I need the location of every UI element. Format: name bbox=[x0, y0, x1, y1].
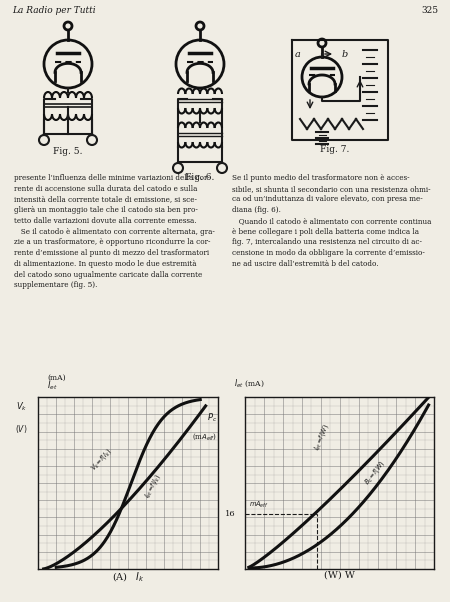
Text: Fig. 8.: Fig. 8. bbox=[70, 548, 100, 557]
Text: $V_k$: $V_k$ bbox=[16, 401, 27, 413]
Text: $(V)$: $(V)$ bbox=[15, 423, 27, 435]
Text: $P_c$: $P_c$ bbox=[207, 411, 217, 424]
X-axis label: (W) W: (W) W bbox=[324, 570, 355, 579]
Text: $I_{et}$ (mA): $I_{et}$ (mA) bbox=[234, 377, 264, 389]
X-axis label: (A)   $I_k$: (A) $I_k$ bbox=[112, 570, 145, 584]
Text: $I_{et}\!=\!f(I_k)$: $I_{et}\!=\!f(I_k)$ bbox=[143, 472, 164, 500]
Text: (m$A_{eff}$): (m$A_{eff}$) bbox=[192, 432, 217, 442]
Text: 325: 325 bbox=[421, 6, 438, 15]
Text: Fig. 9.: Fig. 9. bbox=[303, 548, 333, 557]
Text: $B_c\!=\!f(W)$: $B_c\!=\!f(W)$ bbox=[362, 458, 388, 486]
Text: $I_{et}\!=\!f(W)$: $I_{et}\!=\!f(W)$ bbox=[311, 423, 331, 452]
Text: 16: 16 bbox=[225, 510, 236, 518]
Text: Fig. 5.: Fig. 5. bbox=[53, 147, 83, 156]
Text: Se il punto medio del trasformatore non è acces-
sibile, si shunta il secondario: Se il punto medio del trasformatore non … bbox=[232, 174, 432, 268]
Text: $I_{et}$: $I_{et}$ bbox=[47, 380, 58, 392]
Text: a: a bbox=[295, 50, 301, 59]
Text: b: b bbox=[342, 50, 348, 59]
Text: (mA): (mA) bbox=[47, 374, 66, 382]
Text: Fig. 6.: Fig. 6. bbox=[185, 173, 215, 182]
Text: Fig. 7.: Fig. 7. bbox=[320, 145, 350, 154]
Text: $mA_{eff}$: $mA_{eff}$ bbox=[249, 500, 269, 510]
Text: $V_k\!=\!f(I_k)$: $V_k\!=\!f(I_k)$ bbox=[89, 446, 114, 473]
Text: presente l’influenza delle minime variazioni della cor-
rente di accensione sull: presente l’influenza delle minime variaz… bbox=[14, 174, 215, 289]
Text: La Radio per Tutti: La Radio per Tutti bbox=[12, 6, 95, 15]
